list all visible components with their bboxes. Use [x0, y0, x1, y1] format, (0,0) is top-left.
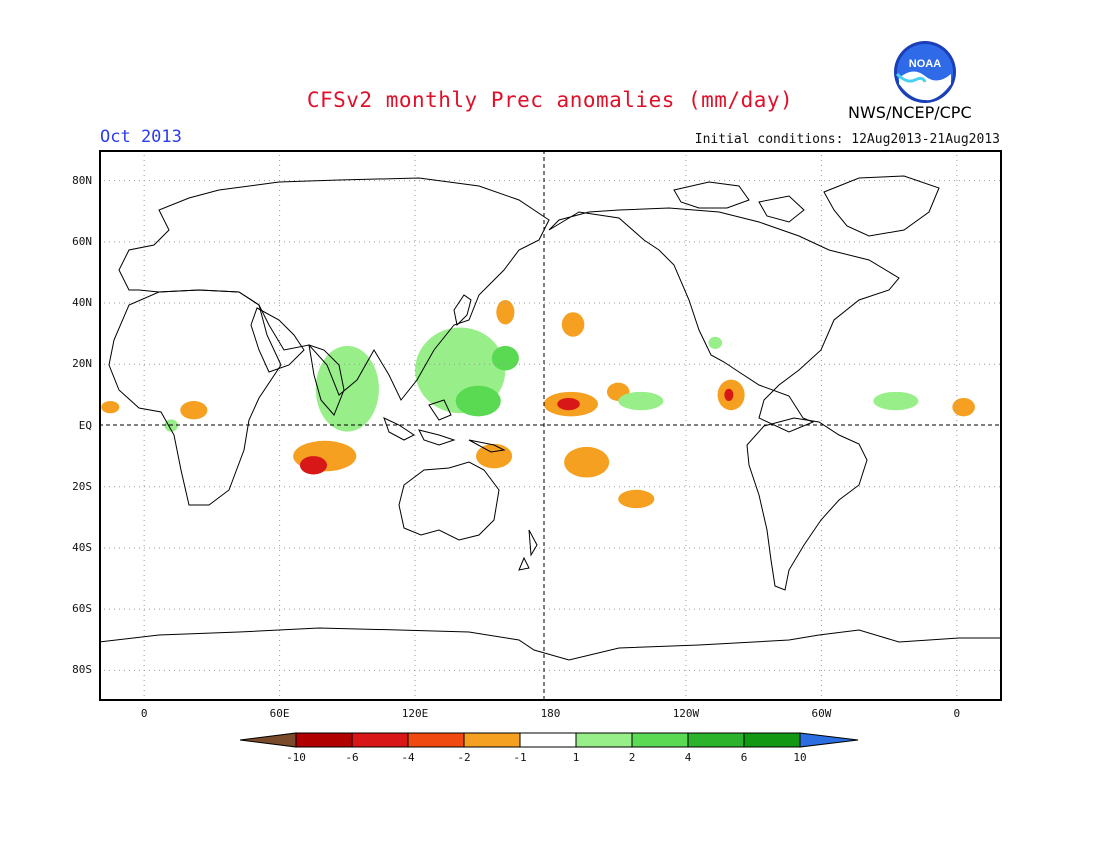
colorbar-label: 10 — [793, 751, 807, 764]
india-coast — [308, 344, 345, 416]
longitude-label: 0 — [953, 707, 961, 720]
new-zealand-islands — [518, 529, 538, 571]
colorbar-cell — [407, 732, 465, 748]
map-frame — [99, 150, 1002, 701]
colorbar-label: -4 — [401, 751, 415, 764]
colorbar-cell — [519, 732, 577, 748]
colorbar-high-arrow — [799, 732, 859, 748]
dry-anomaly-patch — [724, 388, 734, 402]
wet-anomaly-patch — [315, 345, 379, 432]
dry-anomaly-patch — [952, 397, 975, 417]
colorbar-cell — [575, 732, 633, 748]
colorbar-cell — [631, 732, 689, 748]
arabia-coast — [250, 307, 305, 373]
latitude-label: 20S — [72, 479, 92, 493]
south-america-coast — [746, 417, 868, 591]
wet-anomaly-patch — [618, 391, 664, 411]
colorbar-low-arrow — [240, 732, 297, 748]
forecast-month: Oct 2013 — [100, 127, 182, 147]
wet-anomaly-patch — [491, 345, 519, 371]
dry-anomaly-patch — [476, 443, 513, 469]
map-panel — [99, 150, 1002, 701]
colorbar-cell — [463, 732, 521, 748]
indonesia-islands — [383, 399, 506, 453]
arctic-islands — [673, 181, 805, 223]
antarctica-coast — [99, 627, 1002, 661]
logo-text: NOAA — [909, 58, 941, 70]
longitude-label: 60E — [269, 707, 290, 720]
colorbar-cell — [351, 732, 409, 748]
latitude-label: 40S — [72, 540, 92, 554]
australia-coast — [398, 461, 500, 541]
latitude-label: 60N — [72, 234, 92, 248]
longitude-label: 0 — [140, 707, 148, 720]
noaa-logo: NOAA — [894, 41, 956, 103]
anomaly-layer — [101, 299, 975, 509]
north-america-coast — [548, 207, 900, 433]
dry-anomaly-patch — [564, 446, 610, 478]
colorbar-label: -6 — [345, 751, 359, 764]
dry-anomaly-patch — [180, 401, 208, 420]
colorbar — [240, 732, 859, 748]
latitude-label: 40N — [72, 296, 92, 310]
initial-conditions: Initial conditions: 12Aug2013-21Aug2013 — [694, 132, 1000, 147]
colorbar-cell — [743, 732, 801, 748]
dry-anomaly-patch — [299, 456, 328, 475]
dry-anomaly-patch — [101, 401, 120, 414]
longitude-label: 60W — [811, 707, 832, 720]
map-title: CFSv2 monthly Prec anomalies (mm/day) — [306, 88, 794, 112]
colorbar-label: 2 — [628, 751, 636, 764]
colorbar-label: 1 — [572, 751, 580, 764]
latitude-label: 80N — [72, 173, 92, 187]
latitude-label: 60S — [72, 602, 92, 616]
greenland-coast — [823, 175, 940, 237]
wet-anomaly-patch — [455, 385, 501, 417]
latitude-label: 20N — [72, 357, 92, 371]
latitude-label: EQ — [78, 418, 92, 432]
japan-islands — [453, 294, 472, 327]
colorbar-cell — [687, 732, 745, 748]
wet-anomaly-patch — [708, 336, 723, 349]
colorbar-label: -1 — [513, 751, 527, 764]
wet-anomaly-patch — [873, 391, 919, 411]
colorbar-label: -2 — [457, 751, 471, 764]
colorbar-label: 4 — [684, 751, 692, 764]
eurasia-coast — [118, 177, 550, 401]
longitude-label: 180 — [540, 707, 561, 720]
dry-anomaly-patch — [496, 299, 515, 325]
dry-anomaly-patch — [618, 489, 655, 509]
dry-anomaly-patch — [557, 397, 580, 411]
coastlines — [99, 175, 1002, 661]
dry-anomaly-patch — [561, 312, 585, 337]
agency-label: NWS/NCEP/CPC — [848, 103, 972, 122]
latitude-label: 80S — [72, 663, 92, 677]
colorbar-cell — [295, 732, 353, 748]
colorbar-label: 6 — [740, 751, 748, 764]
longitude-label: 120W — [672, 707, 700, 720]
colorbar-label: -10 — [286, 751, 306, 764]
longitude-label: 120E — [401, 707, 429, 720]
